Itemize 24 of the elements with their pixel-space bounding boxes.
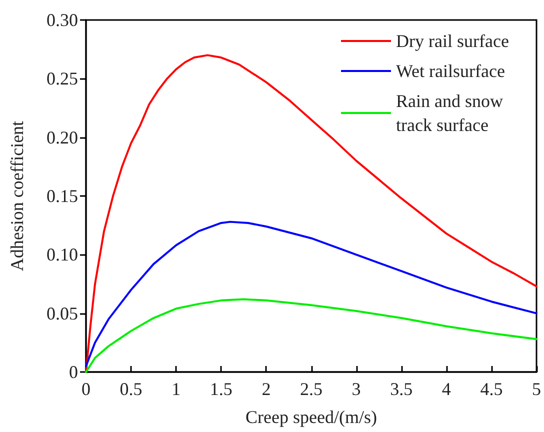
legend-label: Dry rail surface: [396, 31, 509, 51]
y-tick-label: 0.15: [46, 186, 78, 206]
x-tick-label: 5: [532, 379, 541, 399]
x-tick-label: 1.5: [210, 379, 232, 399]
y-tick-label: 0.05: [46, 303, 78, 324]
line-series: [85, 220, 538, 368]
x-tick-label: 3: [352, 379, 361, 399]
x-tick-label: 4.5: [480, 379, 503, 399]
y-tick-label: 0.10: [46, 244, 78, 265]
x-tick-label: 2.5: [300, 379, 322, 399]
legend-label: Rain and snow track surface: [396, 91, 508, 135]
y-axis-title: Adhesion coefficient: [7, 120, 27, 272]
y-tick-label: 0.25: [46, 68, 78, 89]
y-tick-label: 0.30: [46, 10, 78, 30]
x-tick-label: 2: [262, 379, 271, 399]
x-axis-title: Creep speed/(m/s): [246, 407, 377, 427]
x-tick-label: 0: [82, 379, 90, 399]
x-tick-label: 1: [172, 379, 181, 399]
x-tick-label: 4: [442, 379, 451, 399]
x-tick-label: 3.5: [390, 379, 413, 399]
legend-label: Wet railsurface: [396, 61, 505, 81]
y-tick-label: 0: [69, 362, 78, 382]
y-tick-label: 0.20: [46, 127, 78, 148]
x-tick-label: 0.5: [120, 379, 142, 399]
